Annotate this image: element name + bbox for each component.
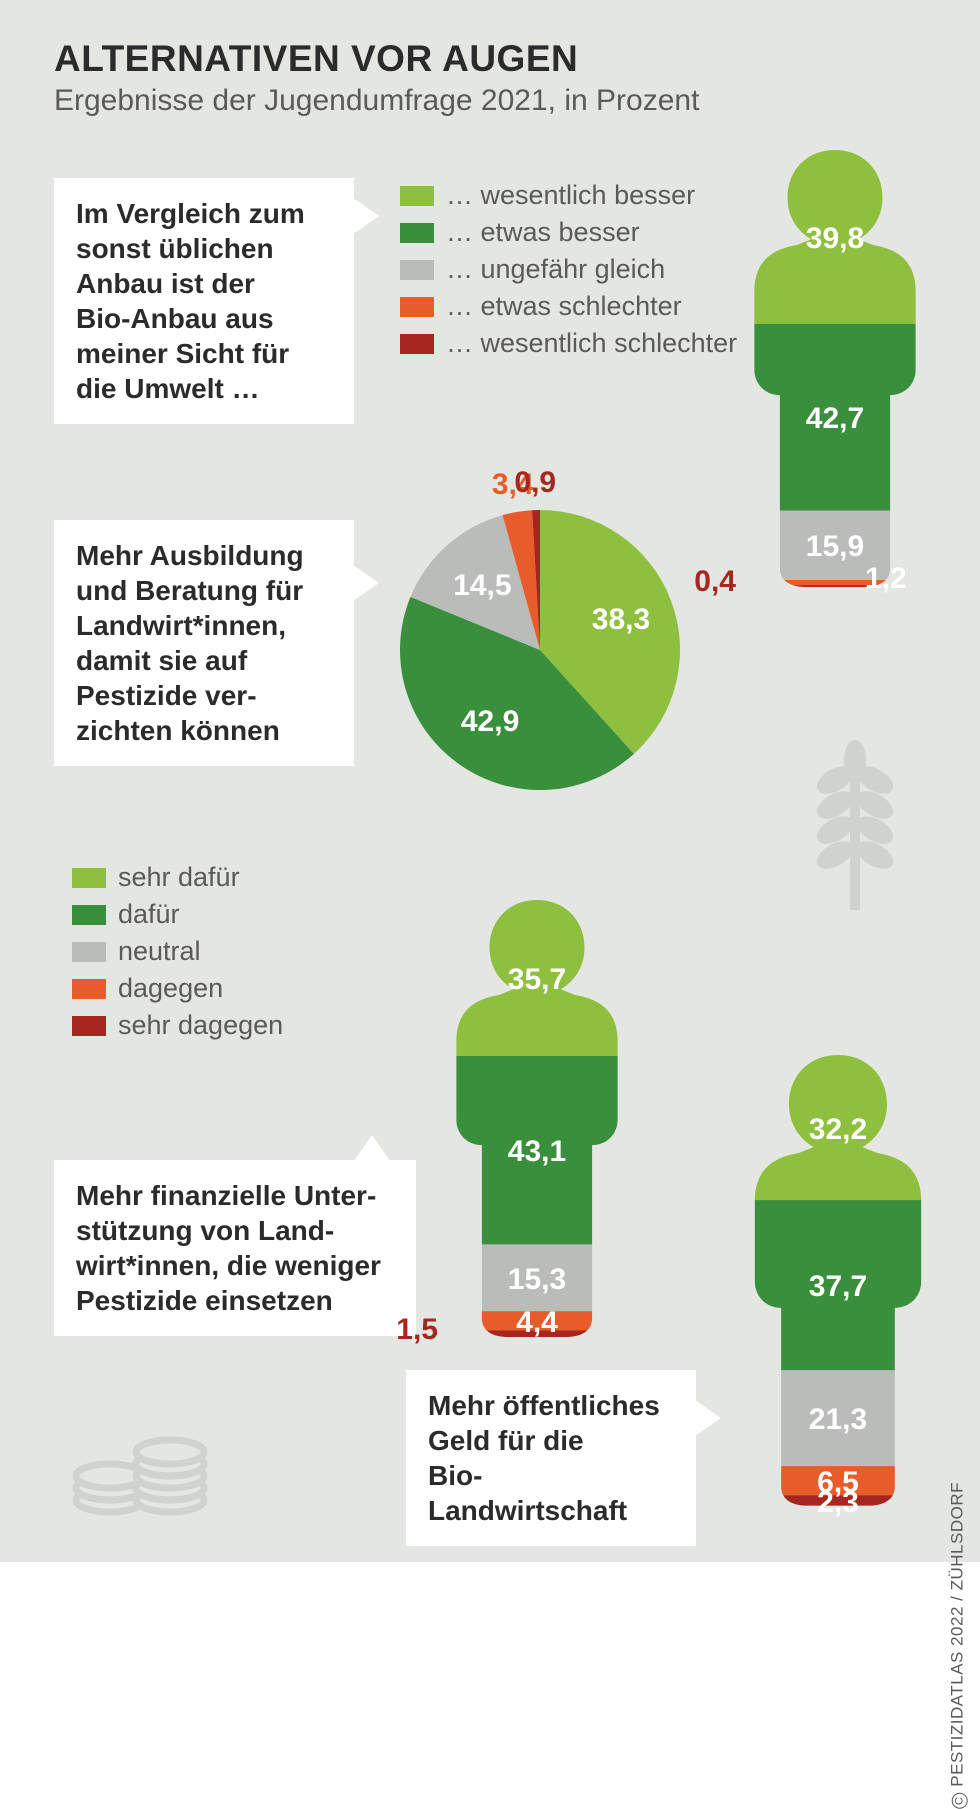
legend-label: … wesentlich schlechter [446,328,737,359]
legend-label: sehr dagegen [118,1010,283,1041]
legend-swatch [72,905,106,925]
pie-label: 0,9 [495,466,575,500]
page-subtitle: Ergebnisse der Jugendumfrage 2021, in Pr… [54,84,699,118]
legend-swatch [72,1016,106,1036]
legend-item: … etwas schlechter [400,291,737,322]
legend-swatch [72,942,106,962]
credit-text: CPESTIZIDATLAS 2022 / ZÜHLSDORF [948,1482,968,1809]
legend-item: … wesentlich besser [400,180,737,211]
legend-label: sehr dafür [118,862,240,893]
question-box: Mehr finanzielle Unter-stützung von Land… [54,1160,416,1336]
legend-item: … etwas besser [400,217,737,248]
box-pointer [353,198,379,234]
person-pictogram: 32,237,721,36,52,3 [740,1055,936,1506]
person-pictogram: 35,743,115,34,41,5 [442,900,632,1337]
segment-label: 1,2 [865,562,907,596]
question-box: Mehr öffentlichesGeld für dieBio-Landwir… [406,1370,696,1546]
legend-label: … ungefähr gleich [446,254,665,285]
legend-swatch [72,868,106,888]
pie-chart: 38,342,914,53,40,9 [400,510,680,790]
legend-item: … wesentlich schlechter [400,328,737,359]
page-title: ALTERNATIVEN VOR AUGEN [54,38,578,80]
box-pointer [695,1400,721,1436]
legend-item: neutral [72,936,283,967]
wheat-icon [790,740,920,910]
infographic-canvas: ALTERNATIVEN VOR AUGEN Ergebnisse der Jug… [0,0,980,1562]
legend: … wesentlich besser … etwas besser … ungef… [400,180,737,365]
legend-swatch [400,260,434,280]
legend-item: dagegen [72,973,283,1004]
legend-swatch [400,223,434,243]
pie-label: 14,5 [442,569,522,603]
legend-swatch [72,979,106,999]
box-pointer [353,565,379,601]
legend-swatch [400,186,434,206]
legend-label: … wesentlich besser [446,180,695,211]
legend-label: neutral [118,936,201,967]
legend-item: sehr dafür [72,862,283,893]
pie-label: 38,3 [581,603,661,637]
box-pointer [354,1135,390,1161]
person-pictogram: 39,842,715,91,20,4 [740,150,930,587]
segment-label: 0,4 [694,565,736,599]
legend-label: dafür [118,899,180,930]
legend: sehr dafür dafür neutral dagegen sehr dagege… [72,862,283,1047]
legend-label: … etwas schlechter [446,291,682,322]
legend-label: dagegen [118,973,223,1004]
legend-item: dafür [72,899,283,930]
legend-label: … etwas besser [446,217,640,248]
coins-icon [60,1380,230,1520]
legend-item: sehr dagegen [72,1010,283,1041]
segment-label: 1,5 [396,1313,438,1347]
question-box: Im Vergleich zumsonst üblichenAnbau ist … [54,178,354,424]
legend-swatch [400,334,434,354]
pie-label: 42,9 [450,705,530,739]
legend-item: … ungefähr gleich [400,254,737,285]
question-box: Mehr Ausbildungund Beratung fürLandwirt*… [54,520,354,766]
legend-swatch [400,297,434,317]
